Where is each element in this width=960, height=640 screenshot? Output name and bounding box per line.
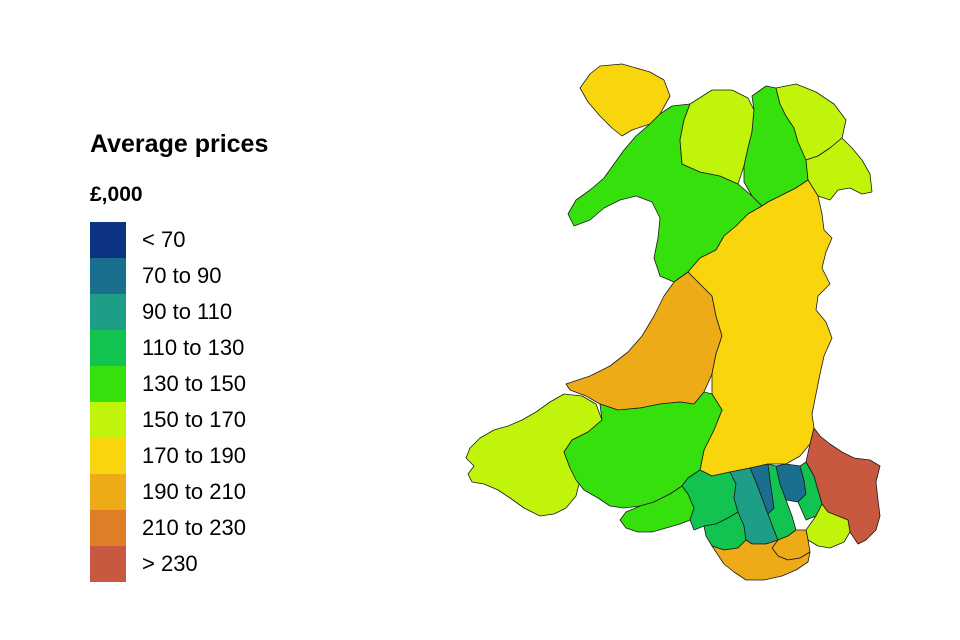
region-powys xyxy=(687,179,833,477)
legend-swatch xyxy=(90,222,126,258)
legend-items: < 70 70 to 90 90 to 110 110 to 130 130 to 15… xyxy=(90,222,268,582)
legend-label: 170 to 190 xyxy=(142,443,246,468)
legend-swatch xyxy=(90,330,126,366)
legend-title: Average prices xyxy=(90,130,269,158)
legend-row: 150 to 170 xyxy=(90,402,268,438)
legend-swatch xyxy=(90,258,126,294)
legend-label: 110 to 130 xyxy=(142,335,245,360)
legend-row: 190 to 210 xyxy=(90,474,268,510)
legend-label: < 70 xyxy=(142,227,186,252)
legend-label: 90 to 110 xyxy=(142,299,233,324)
legend-label: 130 to 150 xyxy=(142,371,246,396)
region-monmouthshire xyxy=(805,427,881,545)
legend-label: > 230 xyxy=(142,551,198,576)
legend-swatch xyxy=(90,438,126,474)
region-swansea xyxy=(619,485,695,533)
region-newport xyxy=(805,503,851,549)
legend-row: > 230 xyxy=(90,546,268,582)
legend-unit: £,000 xyxy=(90,183,143,206)
legend-swatch xyxy=(90,402,126,438)
legend-swatch xyxy=(90,510,126,546)
legend-swatch xyxy=(90,474,126,510)
legend-row: 110 to 130 xyxy=(90,330,268,366)
legend-label: 70 to 90 xyxy=(142,263,222,288)
legend-row: 210 to 230 xyxy=(90,510,268,546)
region-ceredigion xyxy=(565,271,723,411)
legend-row: 170 to 190 xyxy=(90,438,268,474)
legend-swatch xyxy=(90,294,126,330)
region-vale-of-glamorgan xyxy=(711,539,811,581)
legend-label: 150 to 170 xyxy=(142,407,246,432)
legend-label: 190 to 210 xyxy=(142,479,246,504)
legend-row: 90 to 110 xyxy=(90,294,268,330)
legend-row: 70 to 90 xyxy=(90,258,268,294)
legend-row: 130 to 150 xyxy=(90,366,268,402)
region-anglesey xyxy=(579,63,671,137)
legend: Average prices £,000 < 70 70 to 90 90 to 1… xyxy=(90,126,268,582)
legend-swatch xyxy=(90,546,126,582)
legend-row: < 70 xyxy=(90,222,268,258)
legend-swatch xyxy=(90,366,126,402)
legend-label: 210 to 230 xyxy=(142,515,246,540)
